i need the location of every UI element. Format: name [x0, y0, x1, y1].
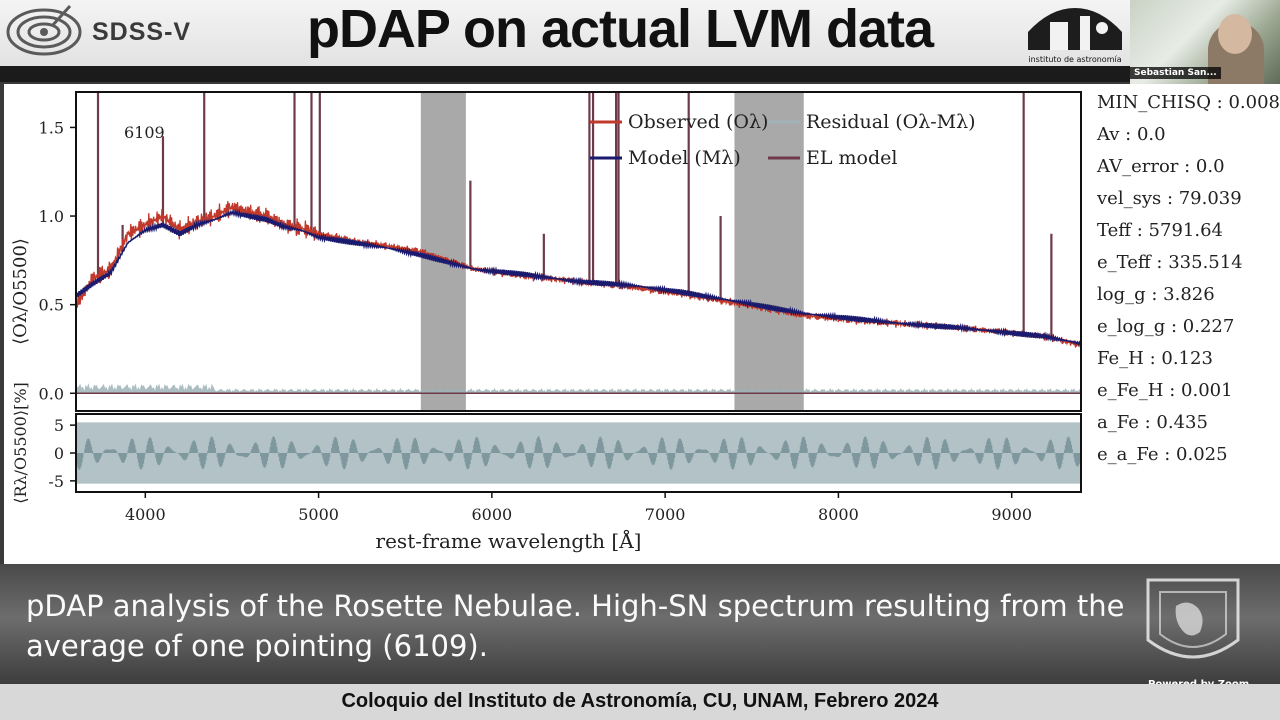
y-tick-label-top: 1.0 [39, 207, 64, 226]
sdss-logo [6, 4, 82, 56]
fit-parameter: AV_error : 0.0 [1097, 156, 1225, 177]
participant-head [1218, 14, 1252, 54]
legend-entry: Model (Mλ) [628, 147, 741, 169]
plot-panel [4, 84, 1280, 564]
x-tick-label: 9000 [991, 505, 1032, 524]
institute-name: instituto de astronomía [1028, 55, 1122, 64]
top-panel-frame [75, 91, 1082, 412]
y-axis-label-top: ⟨Oλ/O5500⟩ [10, 238, 31, 345]
x-axis-label: rest-frame wavelength [Å] [376, 528, 642, 553]
footer-band [0, 684, 1280, 720]
spectrum-chart: 4000 5000 6000 7000 8000 9000 0.0 0.5 1.0 1.5 -5 0 5… [10, 91, 1082, 553]
fit-parameter: e_log_g : 0.227 [1097, 316, 1235, 337]
y-tick-label-top: 1.5 [39, 118, 64, 137]
y-tick-label-top: 0.5 [39, 296, 64, 315]
fit-parameter: vel_sys : 79.039 [1097, 188, 1242, 209]
x-tick-label: 6000 [472, 505, 513, 524]
unam-seal-icon [1146, 578, 1240, 659]
fit-parameter: a_Fe : 0.435 [1097, 412, 1208, 433]
slide-caption: pDAP analysis of the Rosette Nebulae. Hi… [26, 589, 1125, 663]
fit-parameter: e_Teff : 335.514 [1097, 252, 1243, 273]
fit-parameter: Fe_H : 0.123 [1097, 348, 1213, 369]
fit-parameter: e_a_Fe : 0.025 [1097, 444, 1228, 465]
fit-parameter: Av : 0.0 [1097, 124, 1166, 145]
slide-title: pDAP on actual LVM data [306, 0, 934, 59]
fit-parameter: log_g : 3.826 [1097, 284, 1215, 305]
y-tick-label-top: 0.0 [39, 384, 64, 403]
legend-entry: EL model [806, 147, 897, 169]
participant-name: Sebastian San... [1130, 67, 1221, 79]
x-tick-label: 7000 [645, 505, 686, 524]
x-tick-label: 5000 [298, 505, 339, 524]
header-rule [0, 66, 1280, 82]
caption-background [0, 564, 1280, 684]
masked-region [420, 92, 466, 411]
model-series [75, 208, 1082, 346]
fit-parameter: MIN_CHISQ : 0.008 [1097, 92, 1280, 113]
legend-entry: Observed (Oλ) [628, 111, 768, 133]
fit-parameter: Teff : 5791.64 [1097, 220, 1223, 241]
y-tick-label-bottom: 5 [54, 416, 64, 435]
x-tick-label: 4000 [125, 505, 166, 524]
sdss-logo-text: SDSS-V [92, 18, 192, 46]
y-tick-label-bottom: -5 [48, 472, 64, 491]
pointing-annotation: 6109 [124, 123, 165, 142]
residual-series-top [76, 383, 1081, 394]
fit-parameter: e_Fe_H : 0.001 [1097, 380, 1233, 401]
y-tick-label-bottom: 0 [54, 444, 64, 463]
institute-logo [1028, 8, 1122, 50]
y-axis-label-bottom: ⟨Rλ/O5500⟩[%] [11, 382, 30, 504]
legend-entry: Residual (Oλ-Mλ) [806, 111, 976, 133]
participant-video[interactable] [1130, 0, 1280, 84]
masked-region [734, 92, 804, 411]
footer-text: Coloquio del Instituto de Astronomía, CU… [341, 690, 939, 712]
x-tick-label: 8000 [818, 505, 859, 524]
fit-parameters: MIN_CHISQ : 0.008 Av : 0.0 AV_error : 0.0 v… [1097, 92, 1280, 476]
